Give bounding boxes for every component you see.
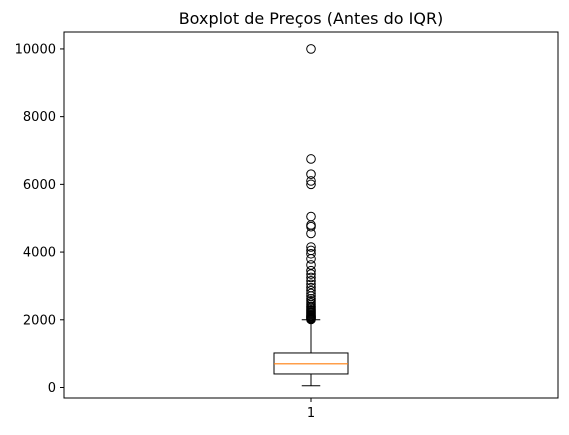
outlier-point <box>306 285 316 296</box>
chart-title: Boxplot de Preços (Antes do IQR) <box>179 9 444 28</box>
outlier-point <box>306 169 316 180</box>
y-tick-label: 10000 <box>15 42 56 57</box>
x-tick-label: 1 <box>307 406 315 421</box>
axes-frame <box>63 31 559 399</box>
outlier-point <box>306 282 316 293</box>
outlier-point <box>306 44 316 54</box>
outlier-point <box>306 269 316 279</box>
outlier-point <box>306 276 316 286</box>
outlier-point <box>306 176 316 186</box>
outlier-point <box>306 260 316 270</box>
outlier-point <box>306 254 316 264</box>
outlier-point <box>306 265 316 276</box>
outlier-point <box>306 211 316 222</box>
outlier-point <box>306 272 316 283</box>
outlier-point <box>306 179 316 190</box>
y-tick-label: 2000 <box>23 313 56 328</box>
outlier-point <box>306 242 316 252</box>
outlier-point <box>306 154 316 164</box>
plot-area: 0 2000 4000 6000 8000 10000 1 <box>15 42 349 421</box>
outlier-point <box>306 248 316 259</box>
outlier-point <box>306 279 316 290</box>
outlier-point <box>306 288 316 299</box>
y-tick-label: 0 <box>48 381 56 396</box>
outlier-point <box>306 245 316 256</box>
y-tick-label: 6000 <box>23 178 56 193</box>
y-tick-label: 8000 <box>23 110 56 125</box>
outlier-point <box>306 228 316 239</box>
y-tick-label: 4000 <box>23 246 56 261</box>
